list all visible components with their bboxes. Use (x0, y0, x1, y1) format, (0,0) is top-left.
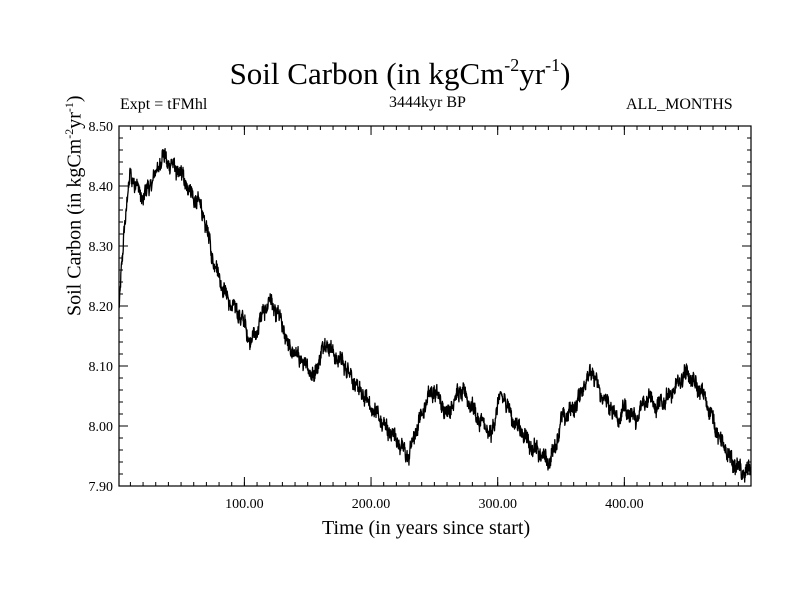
x-tick-label: 100.00 (225, 497, 264, 512)
axis-ticks: 7.90 8.00 8.10 8.20 8.30 8.40 8.50 100.00 200.00… (89, 120, 751, 512)
experiment-label: Expt = tFMhl (120, 96, 208, 113)
chart-subtitle: 3444kyr BP (389, 94, 466, 111)
series-group (118, 148, 752, 483)
y-tick-label: 8.00 (89, 420, 114, 435)
x-tick-label: 300.00 (478, 497, 517, 512)
chart-title: Soil Carbon (in kgCm-2yr-1) (229, 54, 571, 91)
y-tick-label: 8.30 (89, 240, 114, 255)
y-tick-label: 8.20 (89, 300, 114, 315)
y-tick-label: 8.50 (89, 120, 114, 135)
x-axis-label: Time (in years since start) (322, 517, 531, 539)
period-label: ALL_MONTHS (626, 96, 733, 113)
x-tick-label: 200.00 (352, 497, 391, 512)
series-line (118, 148, 752, 483)
plot-frame (118, 125, 752, 487)
y-tick-label: 7.90 (89, 480, 114, 495)
y-tick-label: 8.40 (89, 180, 114, 195)
x-tick-label: 400.00 (605, 497, 644, 512)
y-tick-label: 8.10 (89, 360, 114, 375)
